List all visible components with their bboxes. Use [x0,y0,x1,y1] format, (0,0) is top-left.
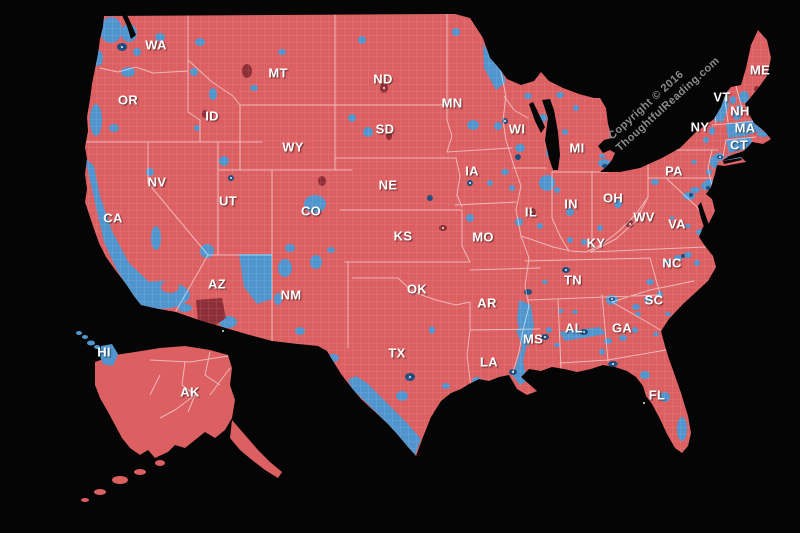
puget-sound [121,11,136,39]
state-label-va: VA [668,216,686,231]
state-label-nh: NH [730,103,749,118]
state-label-tn: TN [564,272,582,287]
state-label-mt: MT [268,65,287,80]
state-label-hi: HI [97,344,111,359]
state-label-in: IN [564,196,578,211]
state-label-ks: KS [394,228,413,243]
green-bay [529,102,545,133]
alaska [81,346,282,502]
lower48 [85,11,771,456]
state-labels: WA OR CA NV ID MT WY UT AZ NM CO ND SD NE KS OK TX MN IA MO… [97,37,770,402]
state-label-az: AZ [208,276,226,291]
state-label-sc: SC [645,292,664,307]
great-lakes-water [121,11,742,230]
state-label-wa: WA [145,37,167,52]
state-label-ia: IA [465,163,479,178]
state-label-ga: GA [612,320,632,335]
alaska-borough-borders [149,351,231,419]
state-label-id: ID [205,108,219,123]
lake-michigan [542,99,560,170]
state-label-ar: AR [477,295,497,310]
state-label-vt: VT [713,89,730,104]
state-label-ne: NE [379,177,398,192]
state-label-ca: CA [103,210,123,225]
state-label-pa: PA [665,163,683,178]
state-label-ny: NY [691,119,710,134]
state-label-tx: TX [388,345,405,360]
state-label-co: CO [301,203,321,218]
alaska-panhandle [230,420,282,478]
state-label-fl: FL [649,387,665,402]
state-label-nd: ND [373,71,392,86]
state-label-mi: MI [569,140,584,155]
state-label-mo: MO [472,229,494,244]
state-label-me: ME [750,62,770,77]
state-label-sd: SD [376,121,395,136]
state-label-ut: UT [219,193,237,208]
alaska-land [95,346,235,458]
state-label-wy: WY [282,139,304,154]
state-label-ms: MS [523,331,543,346]
state-label-oh: OH [603,190,623,205]
state-label-ky: KY [587,235,606,250]
state-label-ct: CT [730,137,748,152]
state-label-nc: NC [662,255,682,270]
state-label-or: OR [118,92,138,107]
state-label-ma: MA [735,120,756,135]
state-label-nm: NM [281,287,302,302]
hawaii [76,331,118,366]
state-label-wi: WI [509,121,525,136]
aleutian-islands [81,460,165,502]
state-label-al: AL [565,320,583,335]
state-label-ok: OK [407,281,427,296]
state-label-wv: WV [633,209,655,224]
city-dots [121,46,721,404]
hawaii-big-island [99,344,118,366]
state-label-il: IL [525,204,537,219]
state-label-mn: MN [442,95,463,110]
state-label-ak: AK [180,384,200,399]
state-label-la: LA [480,354,498,369]
state-label-nv: NV [148,174,167,189]
long-island-sound [723,158,742,164]
chesapeake-bay [698,202,709,230]
